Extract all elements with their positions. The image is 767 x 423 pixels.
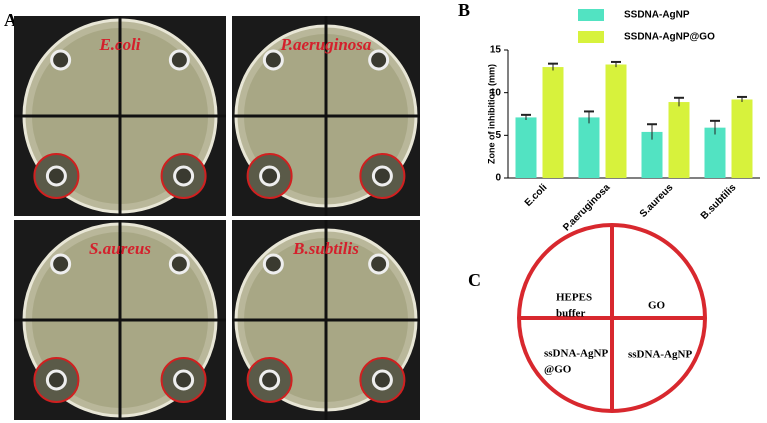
- quadrant-label: ssDNA-AgNP: [628, 349, 692, 361]
- well: [173, 369, 195, 391]
- bar: [605, 64, 627, 178]
- well: [368, 253, 390, 275]
- y-tick-label: 15: [490, 45, 502, 56]
- photo-label: B.subtilis: [292, 239, 359, 258]
- well: [259, 369, 281, 391]
- legend-swatch: [578, 9, 604, 21]
- panel-label: B: [458, 0, 470, 20]
- well: [50, 253, 72, 275]
- quadrant-label: @GO: [544, 364, 572, 376]
- panel-label: A: [4, 10, 17, 30]
- well: [262, 49, 284, 71]
- well: [262, 253, 284, 275]
- well: [259, 165, 281, 187]
- bar: [515, 117, 537, 178]
- well: [45, 165, 67, 187]
- bar: [578, 117, 600, 178]
- bar: [704, 127, 726, 178]
- well: [45, 369, 67, 391]
- legend-label: SSDNA-AgNP@GO: [624, 32, 715, 43]
- x-tick-label: E.coli: [523, 182, 550, 209]
- quadrant-label: ssDNA-AgNP: [544, 348, 608, 360]
- bar: [641, 131, 663, 178]
- well: [173, 165, 195, 187]
- well: [168, 253, 190, 275]
- x-tick-label: S.aureus: [638, 182, 676, 220]
- quadrant-label: HEPES: [556, 292, 592, 304]
- y-axis-label: Zone of inhibition (mm): [486, 64, 496, 164]
- bar: [731, 99, 753, 178]
- photo-label: E.coli: [98, 35, 140, 54]
- photo-label: S.aureus: [89, 239, 151, 258]
- well: [368, 49, 390, 71]
- legend-swatch: [578, 31, 604, 43]
- photo-label: P.aeruginosa: [280, 35, 372, 54]
- panel-label: C: [468, 270, 481, 290]
- bar: [542, 67, 564, 178]
- legend-label: SSDNA-AgNP: [624, 10, 690, 21]
- y-tick-label: 0: [495, 173, 501, 184]
- well: [168, 49, 190, 71]
- quadrant-label: buffer: [556, 308, 585, 320]
- y-tick-label: 5: [495, 130, 501, 141]
- well: [371, 165, 393, 187]
- x-tick-label: B.subtilis: [699, 182, 739, 222]
- well: [371, 369, 393, 391]
- well: [50, 49, 72, 71]
- y-tick-label: 10: [490, 87, 502, 98]
- quadrant-label: GO: [648, 300, 666, 312]
- bar: [668, 102, 690, 178]
